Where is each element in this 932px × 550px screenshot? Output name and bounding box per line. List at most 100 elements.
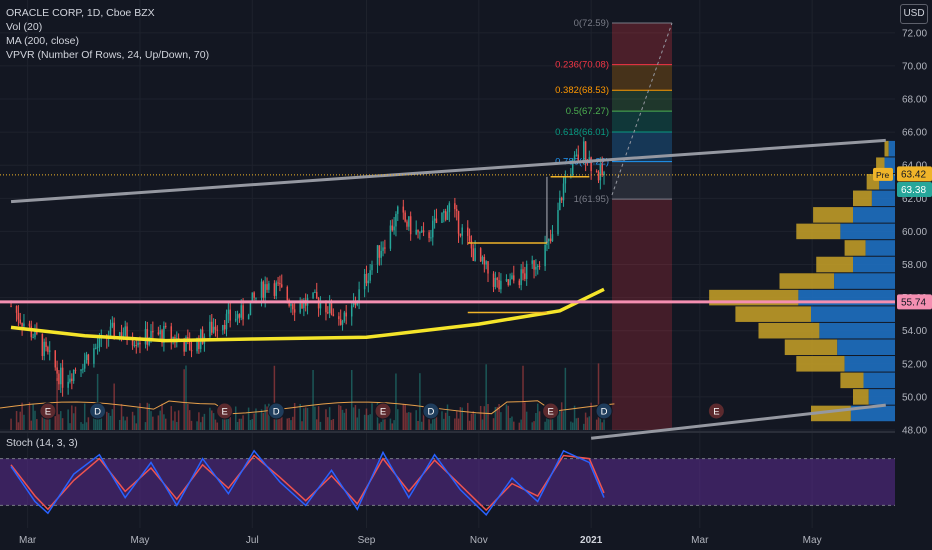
candle-body (303, 299, 305, 309)
volume-bar (446, 404, 449, 430)
fib-trend-line (611, 22, 673, 196)
overlay-lines[interactable] (0, 138, 895, 440)
candle-body (124, 326, 126, 336)
candle-body (234, 318, 237, 321)
candle-body (249, 301, 252, 316)
volume-bar (279, 410, 281, 430)
fibonacci-retracement[interactable]: 0(72.59) 0.236(70.08) 0.382(68.53) 0.5(67.2… (555, 18, 673, 430)
volume-bar (247, 407, 250, 430)
volume-bar (319, 421, 322, 430)
volume-bar (306, 408, 309, 430)
volume-bar (409, 412, 412, 430)
time-axis[interactable]: Mar May Jul Sep Nov 2021 Mar May (19, 535, 822, 546)
volume-bar (43, 413, 45, 430)
candle-body (444, 210, 447, 220)
candle-body (354, 302, 357, 305)
volume-bar (327, 417, 329, 430)
candle-body (577, 154, 580, 161)
volume-bar (546, 413, 548, 430)
time-tick-label: May (803, 535, 822, 546)
volume-bar (417, 420, 419, 430)
vpvr-row-down (844, 240, 866, 256)
candle-body (382, 247, 384, 251)
support-price-label: 55.74 (901, 297, 926, 308)
price-axis[interactable]: 48.0050.0052.0054.0056.0058.0060.0062.00… (873, 0, 932, 550)
candle-body (196, 337, 198, 352)
volume-bar (415, 410, 417, 430)
volume-bar (292, 416, 294, 430)
volume-bar (260, 409, 263, 430)
candle-body (150, 331, 152, 341)
event-markers[interactable]: E E E E ED D D D (39, 402, 725, 420)
volume-bar (216, 422, 219, 430)
volume-bar (538, 411, 541, 430)
fib-level-label: 0.618(66.01) (555, 127, 609, 138)
candle-body (214, 326, 217, 330)
volume-bar (408, 412, 410, 430)
volume-bar (328, 407, 331, 430)
vpvr-indicator-label[interactable]: VPVR (Number Of Rows, 24, Up/Down, 70) (6, 49, 210, 61)
dividend-marker-letter: D (94, 407, 101, 418)
candle-body (454, 203, 456, 210)
volume-bar (358, 408, 360, 430)
candle-body (82, 368, 84, 370)
volume-bar (588, 416, 591, 430)
symbol-title[interactable]: ORACLE CORP, 1D, Cboe BZX (6, 7, 155, 19)
candle-body (376, 245, 379, 265)
stochastic-pane[interactable]: 0.0040.0080.00 (0, 449, 927, 527)
volume-bar (67, 409, 69, 430)
fib-zone-lower (612, 199, 672, 430)
volume-bar (406, 412, 408, 430)
candle-body (28, 323, 31, 327)
candle-body (599, 164, 602, 181)
volume-bar (87, 417, 90, 430)
volume-bar (266, 406, 268, 430)
candle-body (455, 209, 458, 212)
volume-bar (234, 406, 237, 430)
currency-button[interactable]: USD (900, 4, 928, 24)
vol-indicator-label[interactable]: Vol (20) (6, 21, 43, 33)
volume-bar (144, 422, 147, 430)
volume-bar (17, 422, 20, 430)
candle-body (369, 270, 371, 281)
earnings-marker (542, 402, 560, 420)
volume-bar (522, 365, 524, 430)
dividend-marker-letter: D (601, 407, 608, 418)
candle-body (468, 235, 471, 241)
volume-bar (249, 419, 252, 430)
candle-body (164, 325, 167, 327)
stoch-indicator-label[interactable]: Stoch (14, 3, 3) (6, 437, 78, 449)
ma-indicator-label[interactable]: MA (200, close) (6, 35, 79, 47)
candlesticks[interactable] (10, 137, 605, 397)
volume-bar (264, 404, 266, 430)
candle-body (522, 269, 524, 274)
earnings-marker-letter: E (547, 407, 553, 418)
volume-bar (597, 363, 600, 430)
candle-body (520, 269, 522, 286)
vpvr-row-up (884, 157, 895, 173)
volume-bar (494, 406, 497, 430)
volume-bar (15, 411, 18, 430)
candle-body (513, 275, 515, 281)
candle-body (562, 183, 565, 201)
volume-bar (590, 402, 592, 430)
candle-body (126, 326, 128, 340)
candle-body (483, 256, 486, 265)
volume-bar (330, 420, 333, 430)
candle-body (266, 284, 268, 290)
volume-bar (544, 421, 546, 430)
candle-body (327, 312, 329, 314)
candle-body (262, 281, 265, 298)
volume-bar (419, 373, 421, 430)
volume-bar (188, 410, 191, 430)
volume-bar (393, 420, 395, 430)
volume-bar (472, 411, 475, 430)
candle-body (56, 367, 58, 374)
volume-bar (315, 419, 318, 430)
candle-body (74, 369, 77, 371)
earnings-marker-letter: E (45, 407, 51, 418)
volume-bar (152, 416, 154, 430)
candle-body (23, 323, 25, 327)
volume-bar (71, 405, 73, 430)
